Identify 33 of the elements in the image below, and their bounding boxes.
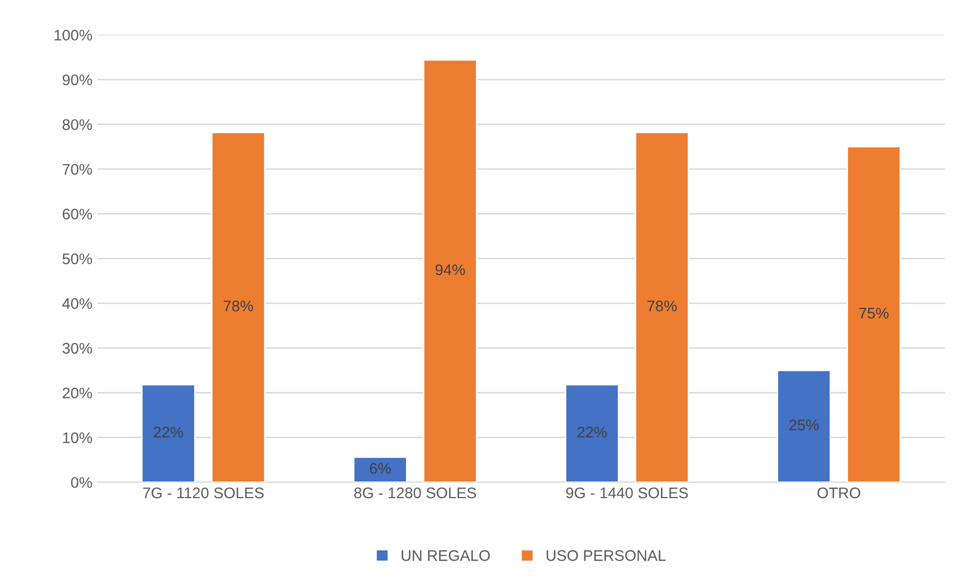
x-tick-label: OTRO [818,487,860,498]
y-tick-label: 0% [71,477,92,488]
data-label: 78% [647,300,677,312]
data-label: 75% [859,308,889,319]
y-tick-label: 100% [54,30,92,41]
y-tick-label: 80% [62,119,92,130]
y-tick-label: 90% [62,74,92,86]
data-label: 78% [224,300,254,312]
data-label: 25% [789,420,819,430]
data-label: 22% [578,426,607,438]
y-tick-label: 20% [62,388,92,398]
y-tick-label: 30% [62,342,92,354]
bar [564,384,620,482]
y-tick-label: 60% [62,208,92,220]
bar [776,370,832,482]
y-tick-label: 70% [62,164,92,175]
legend-label: UN REGALO [402,550,490,561]
y-tick-label: 50% [62,253,92,264]
bar [353,456,408,482]
data-label: 6% [370,462,391,474]
data-label: 94% [436,264,465,276]
bar [141,384,196,482]
x-tick-label: 7G - 1120 SOLES [143,487,264,498]
data-label: 22% [154,426,184,438]
y-tick-label: 10% [63,432,92,444]
bar [422,59,478,482]
x-tick-label: 8G - 1280 SOLES [354,487,476,498]
bar [211,132,266,482]
legend-label: USO PERSONAL [546,550,666,561]
x-tick-label: 9G - 1440 SOLES [566,487,688,498]
bar [846,146,901,482]
y-tick-label: 40% [62,298,92,309]
bar [634,132,690,482]
